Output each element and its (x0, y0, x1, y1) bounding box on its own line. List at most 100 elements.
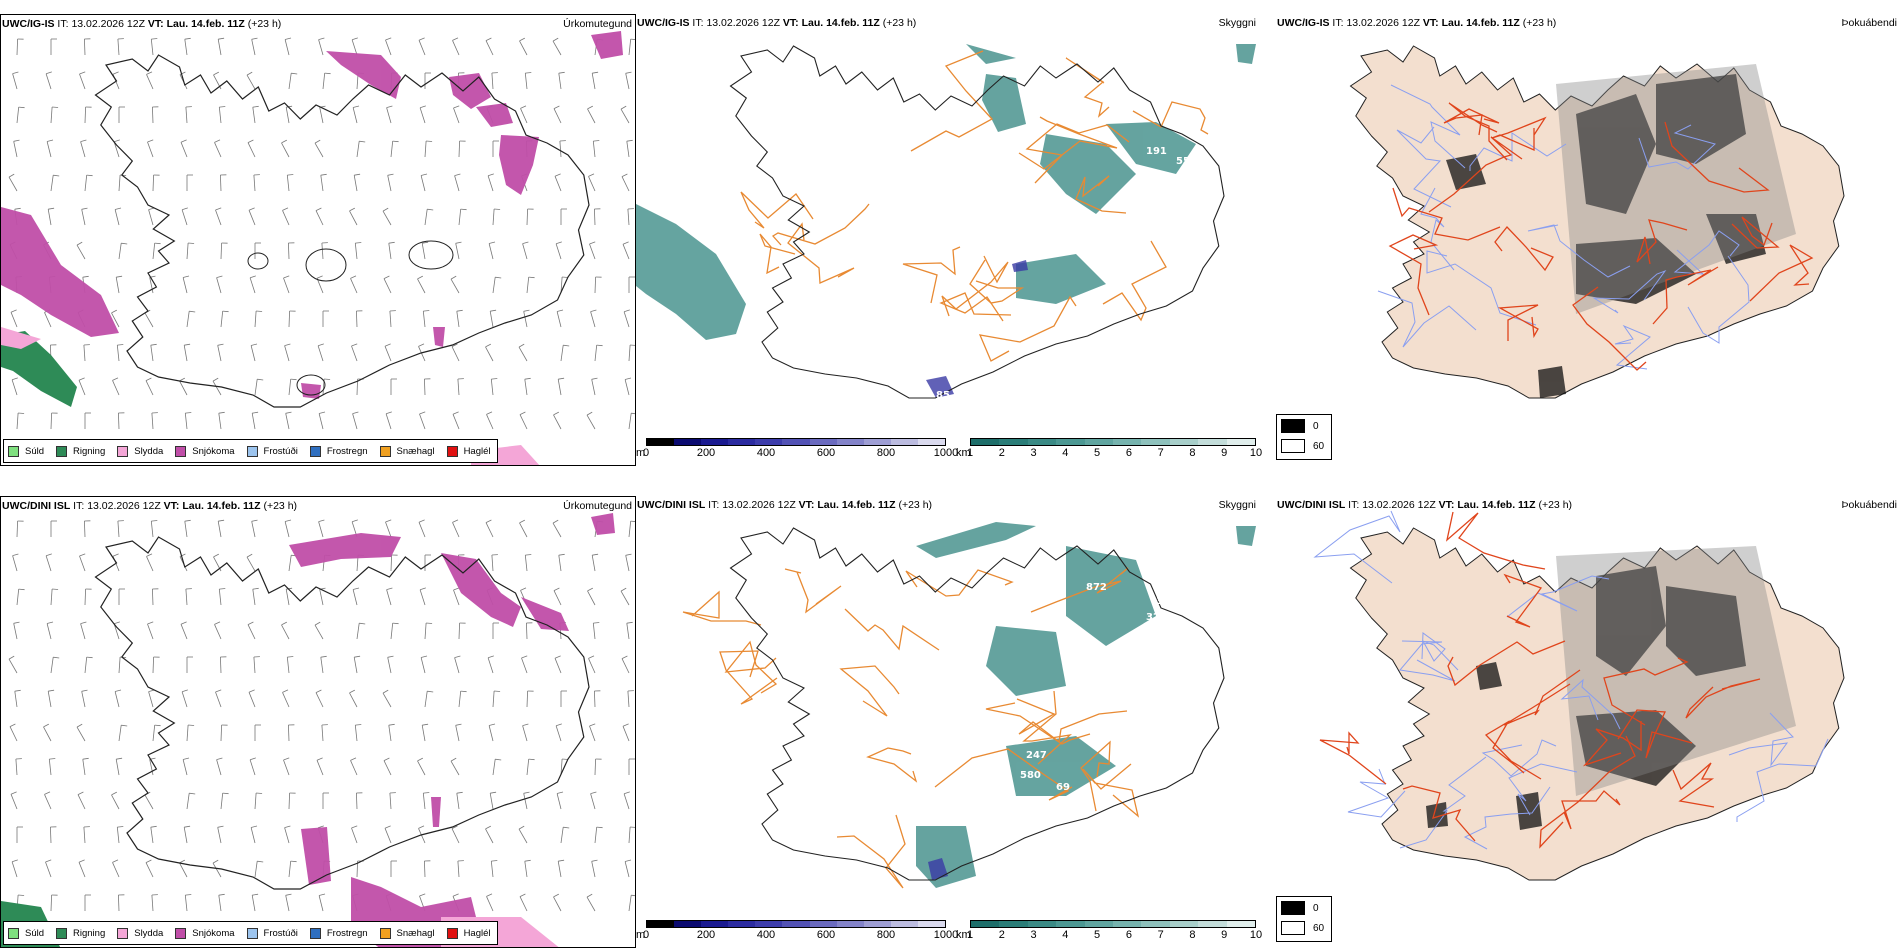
panel-title: Skyggni (1218, 17, 1256, 29)
colorbar-block (971, 439, 1000, 445)
fog-areas (1426, 566, 1746, 830)
colorbar-tick: 2 (998, 929, 1005, 941)
colorbar-block (647, 439, 675, 445)
colorbar-tick: 10 (1249, 929, 1263, 941)
legend-label: Frostregn (326, 445, 368, 457)
colorbar-block (1113, 439, 1142, 445)
colorbar-tick: 0 (642, 929, 650, 941)
colorbar-tick: 400 (756, 929, 776, 941)
legend-item: Súld (8, 445, 44, 457)
colorbar-tick: 4 (1062, 929, 1069, 941)
colorbar-block (917, 439, 946, 445)
colorbar-block (863, 439, 891, 445)
legend-swatch (309, 927, 321, 939)
colorbar-block (755, 921, 783, 927)
colorbar-tick: 6 (1125, 447, 1132, 459)
rain-areas (1, 331, 77, 407)
legend-item: Rigning (56, 445, 105, 457)
legend-swatch (8, 927, 19, 939)
visibility-map-top: 557 191 56 182 85 UWC/IG-IS IT: 13.02.2026 1… (636, 14, 1276, 466)
precip-type-map-bottom: UWC/DINI ISL IT: 13.02.2026 12Z VT: Lau.… (0, 496, 636, 948)
colorbar-tick: 2 (998, 447, 1005, 459)
colorbar-tick: 1 (966, 929, 974, 941)
colorbar-block (1226, 921, 1256, 927)
legend-item: Haglél (446, 927, 491, 939)
legend-item: Rigning (56, 927, 105, 939)
legend-swatch (8, 445, 19, 457)
colorbar-tick: 800 (876, 929, 896, 941)
roads-red (1388, 102, 1814, 371)
legend-item: Frostúði (246, 927, 298, 939)
fog-legend-label-1: 60 (1313, 440, 1325, 452)
colorbar-tick: 800 (876, 447, 896, 459)
fog-index-map-bottom: UWC/DINI ISL IT: 13.02.2026 12Z VT: Lau.… (1276, 496, 1900, 948)
visibility-value-labels: 557 191 56 182 85 (936, 146, 1197, 401)
panel-title: Skyggni (1218, 499, 1256, 511)
legend-swatch (117, 927, 129, 939)
wind-barbs (8, 37, 635, 430)
legend-item: Snæhagl (379, 927, 435, 939)
legend-swatch (446, 445, 458, 457)
fog-legend-swatch-0 (1281, 901, 1305, 915)
colorbar-tick: 10 (1249, 447, 1263, 459)
colorbar-block (999, 439, 1028, 445)
visibility-areas (916, 522, 1256, 888)
legend-item: Frostregn (309, 445, 368, 457)
colorbar-block (1169, 439, 1199, 445)
colorbar-block (863, 921, 891, 927)
colorbar-block (701, 439, 729, 445)
iceland-outline (729, 527, 1225, 881)
colorbar-tick: 400 (756, 447, 776, 459)
legend-label: Snæhagl (396, 445, 435, 457)
fog-legend-swatch-0 (1281, 419, 1305, 433)
fog-legend: 0 60 (1276, 414, 1332, 460)
legend-label: Frostúði (263, 445, 298, 457)
colorbar-tick: 0 (642, 447, 650, 459)
colorbar-block (1226, 439, 1256, 445)
colorbar-block (782, 439, 810, 445)
legend-swatch (56, 445, 68, 457)
legend-item: Slydda (117, 445, 164, 457)
colorbar-tick: 6 (1125, 929, 1132, 941)
colorbar-block (1141, 921, 1170, 927)
ceiling-areas (926, 260, 1028, 398)
legend-label: Haglél (463, 927, 491, 939)
colorbar-block (1027, 921, 1057, 927)
colorbar-tick: 9 (1221, 447, 1228, 459)
colorbar-tick: 600 (816, 447, 836, 459)
colorbar-block (917, 921, 946, 927)
panel-header: UWC/DINI ISL IT: 13.02.2026 12Z VT: Lau.… (1277, 499, 1573, 511)
legend-swatch (175, 927, 187, 939)
colorbar-block (890, 921, 918, 927)
colorbar-block (701, 921, 729, 927)
colorbar-block (1056, 921, 1085, 927)
panel-header: UWC/IG-IS IT: 13.02.2026 12Z VT: Lau. 14… (1277, 17, 1557, 29)
roads-red (1319, 511, 1761, 849)
snow-areas (289, 513, 615, 947)
fog-legend-swatch-1 (1281, 439, 1305, 453)
colorbar-block (674, 921, 702, 927)
roads (682, 567, 1140, 889)
colorbar-block (674, 439, 702, 445)
legend-item: Haglél (446, 445, 491, 457)
visibility-value-label: 36 (1156, 596, 1170, 607)
legend-item: Slydda (117, 927, 163, 939)
iceland-outline (94, 536, 590, 890)
legend-label: Haglél (463, 445, 491, 457)
visibility-value-label: 191 (1146, 146, 1167, 157)
colorbar-block (1169, 921, 1199, 927)
legend-label: Slydda (134, 445, 164, 457)
fog-legend-swatch-1 (1281, 921, 1305, 935)
ceiling-colorbar: m 0 200 400 600 800 1000 (636, 438, 958, 460)
legend-swatch (309, 445, 321, 457)
fog-grey (1556, 64, 1796, 314)
iceland-outline (94, 54, 590, 408)
snow-areas (1, 31, 623, 399)
legend-swatch (379, 445, 391, 457)
colorbar-block (1056, 439, 1085, 445)
visibility-value-label: 872 (1086, 582, 1107, 593)
ceiling-colorbar: m 0 200 400 600 800 1000 (636, 920, 958, 942)
colorbar-tick: 8 (1189, 929, 1196, 941)
colorbar-tick: 5 (1094, 447, 1101, 459)
colorbar-tick: 7 (1157, 447, 1164, 459)
